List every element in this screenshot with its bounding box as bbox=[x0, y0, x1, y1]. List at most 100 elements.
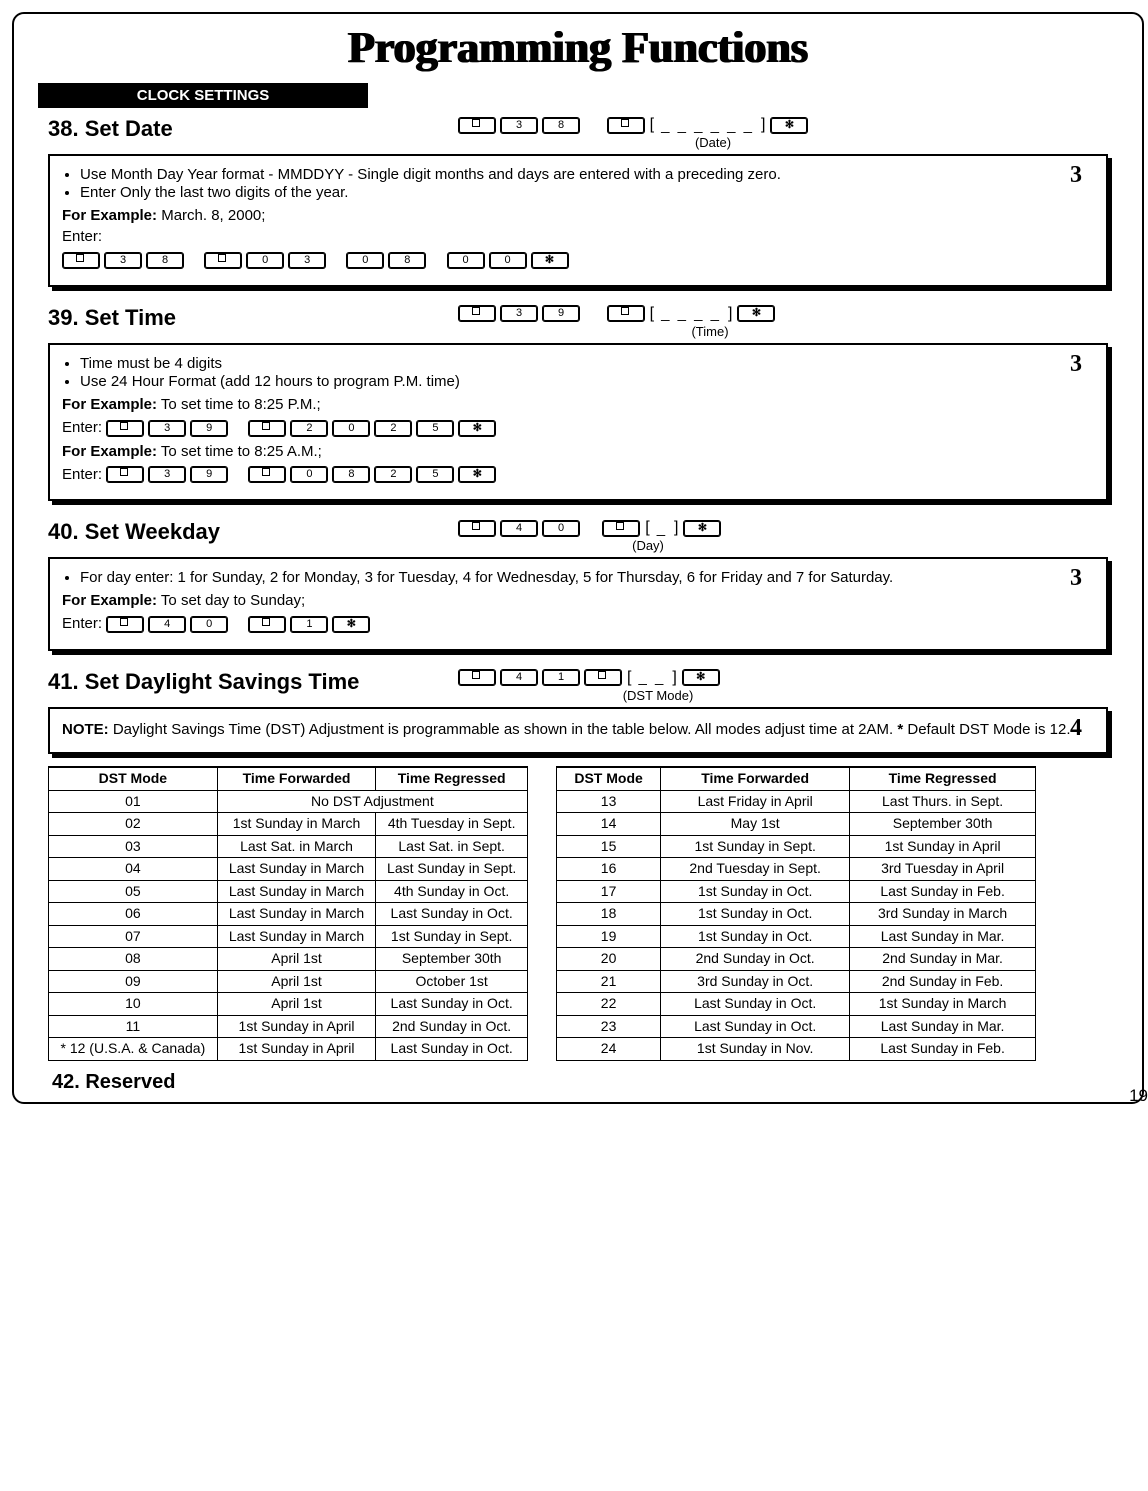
table-row: 06Last Sunday in MarchLast Sunday in Oct… bbox=[49, 903, 528, 926]
prog-key-icon bbox=[607, 305, 645, 322]
example-label: For Example: bbox=[62, 207, 157, 224]
bracket: [ bbox=[649, 305, 655, 323]
table-row: 04Last Sunday in MarchLast Sunday in Sep… bbox=[49, 858, 528, 881]
note-text: Daylight Savings Time (DST) Adjustment i… bbox=[109, 721, 898, 738]
dst-col-regress: Time Regressed bbox=[376, 767, 528, 790]
fn38-bullet: Use Month Day Year format - MMDDYY - Sin… bbox=[80, 166, 1094, 183]
dst-forward-cell: 1st Sunday in Oct. bbox=[661, 880, 850, 903]
fn41-title: 41. Set Daylight Savings Time bbox=[48, 669, 448, 695]
dst-regress-cell: Last Sunday in Sept. bbox=[376, 858, 528, 881]
dst-regress-cell: 1st Sunday in March bbox=[850, 993, 1036, 1016]
table-row: 07Last Sunday in March1st Sunday in Sept… bbox=[49, 925, 528, 948]
key-digit: 3 bbox=[500, 117, 538, 134]
fn38-box: 3 Use Month Day Year format - MMDDYY - S… bbox=[48, 154, 1108, 287]
table-row: 021st Sunday in March4th Tuesday in Sept… bbox=[49, 813, 528, 836]
dst-tables: DST Mode Time Forwarded Time Regressed 0… bbox=[48, 766, 1108, 1061]
dst-mode-cell: 24 bbox=[557, 1038, 661, 1061]
fn40-sublabel: (Day) bbox=[608, 538, 688, 553]
dst-forward-cell: Last Sunday in March bbox=[217, 858, 376, 881]
fn39-title: 39. Set Time bbox=[48, 305, 448, 331]
table-row: 171st Sunday in Oct.Last Sunday in Feb. bbox=[557, 880, 1036, 903]
prog-key-icon bbox=[458, 117, 496, 134]
table-row: 181st Sunday in Oct.3rd Sunday in March bbox=[557, 903, 1036, 926]
dst-regress-cell: September 30th bbox=[850, 813, 1036, 836]
dst-regress-cell: Last Sunday in Oct. bbox=[376, 903, 528, 926]
dst-regress-cell: 2nd Sunday in Mar. bbox=[850, 948, 1036, 971]
example-text: To set time to 8:25 A.M.; bbox=[157, 443, 322, 460]
dst-regress-cell: Last Sat. in Sept. bbox=[376, 835, 528, 858]
key-digit: 0 bbox=[447, 252, 485, 269]
blank-slots: _ _ bbox=[636, 669, 667, 686]
dst-mode-cell: 04 bbox=[49, 858, 218, 881]
table-row: 151st Sunday in Sept.1st Sunday in April bbox=[557, 835, 1036, 858]
bracket: ] bbox=[671, 669, 677, 687]
prog-key-icon bbox=[602, 520, 640, 537]
key-digit: 9 bbox=[190, 420, 228, 437]
fn38-title: 38. Set Date bbox=[48, 116, 448, 142]
prog-key-icon bbox=[458, 520, 496, 537]
dst-forward-cell: April 1st bbox=[217, 948, 376, 971]
table-row: 01No DST Adjustment bbox=[49, 790, 528, 813]
fn38-sublabel: (Date) bbox=[668, 135, 758, 150]
key-digit: 0 bbox=[290, 466, 328, 483]
prog-key-icon bbox=[106, 466, 144, 483]
table-row: 191st Sunday in Oct.Last Sunday in Mar. bbox=[557, 925, 1036, 948]
fn39-box: 3 Time must be 4 digits Use 24 Hour Form… bbox=[48, 343, 1108, 501]
dst-mode-cell: 10 bbox=[49, 993, 218, 1016]
example-text: To set day to Sunday; bbox=[157, 592, 305, 609]
dst-regress-cell: 2nd Sunday in Oct. bbox=[376, 1015, 528, 1038]
key-digit: 8 bbox=[146, 252, 184, 269]
key-digit: 4 bbox=[500, 669, 538, 686]
note-tail: Default DST Mode is 12. bbox=[903, 721, 1070, 738]
key-digit: 2 bbox=[374, 466, 412, 483]
example-label: For Example: bbox=[62, 592, 157, 609]
dst-table-right: DST Mode Time Forwarded Time Regressed 1… bbox=[556, 766, 1036, 1061]
blank-slots: _ bbox=[655, 520, 669, 537]
page-number: 19 bbox=[1129, 1086, 1148, 1106]
key-digit: 3 bbox=[104, 252, 142, 269]
dst-forward-cell: April 1st bbox=[217, 993, 376, 1016]
star-key-icon: ✻ bbox=[770, 117, 808, 134]
fn40-title: 40. Set Weekday bbox=[48, 519, 448, 545]
dst-regress-cell: Last Sunday in Oct. bbox=[376, 1038, 528, 1061]
dst-regress-cell: October 1st bbox=[376, 970, 528, 993]
enter-label: Enter: bbox=[62, 466, 102, 483]
fn38-level: 3 bbox=[1070, 162, 1082, 189]
dst-col-forward: Time Forwarded bbox=[217, 767, 376, 790]
dst-col-regress: Time Regressed bbox=[850, 767, 1036, 790]
dst-forward-cell: Last Sunday in Oct. bbox=[661, 993, 850, 1016]
star-key-icon: ✻ bbox=[737, 305, 775, 322]
key-digit: 9 bbox=[190, 466, 228, 483]
dst-mode-cell: 13 bbox=[557, 790, 661, 813]
star-key-icon: ✻ bbox=[682, 669, 720, 686]
prog-key-icon bbox=[584, 669, 622, 686]
table-row: 10April 1stLast Sunday in Oct. bbox=[49, 993, 528, 1016]
table-row: * 12 (U.S.A. & Canada)1st Sunday in Apri… bbox=[49, 1038, 528, 1061]
dst-mode-cell: * 12 (U.S.A. & Canada) bbox=[49, 1038, 218, 1061]
table-row: 03Last Sat. in MarchLast Sat. in Sept. bbox=[49, 835, 528, 858]
dst-mode-cell: 16 bbox=[557, 858, 661, 881]
star-key-icon: ✻ bbox=[332, 616, 370, 633]
dst-forward-cell: 1st Sunday in Oct. bbox=[661, 925, 850, 948]
dst-forward-cell: Last Sunday in March bbox=[217, 903, 376, 926]
dst-regress-cell: 3rd Tuesday in April bbox=[850, 858, 1036, 881]
prog-key-icon bbox=[458, 305, 496, 322]
key-digit: 5 bbox=[416, 466, 454, 483]
bracket: ] bbox=[673, 519, 679, 537]
prog-key-icon bbox=[248, 466, 286, 483]
dst-regress-cell: 1st Sunday in Sept. bbox=[376, 925, 528, 948]
bracket: [ bbox=[626, 669, 632, 687]
dst-mode-cell: 01 bbox=[49, 790, 218, 813]
key-digit: 9 bbox=[542, 305, 580, 322]
dst-forward-cell: 1st Sunday in March bbox=[217, 813, 376, 836]
dst-table-left: DST Mode Time Forwarded Time Regressed 0… bbox=[48, 766, 528, 1061]
table-row: 202nd Sunday in Oct.2nd Sunday in Mar. bbox=[557, 948, 1036, 971]
dst-forward-cell: May 1st bbox=[661, 813, 850, 836]
page-frame: Programming Functions CLOCK SETTINGS 38.… bbox=[12, 12, 1144, 1104]
table-row: 13Last Friday in AprilLast Thurs. in Sep… bbox=[557, 790, 1036, 813]
table-row: 09April 1stOctober 1st bbox=[49, 970, 528, 993]
fn40-box: 3 For day enter: 1 for Sunday, 2 for Mon… bbox=[48, 557, 1108, 651]
prog-key-icon bbox=[106, 616, 144, 633]
dst-regress-cell: September 30th bbox=[376, 948, 528, 971]
table-row: 111st Sunday in April2nd Sunday in Oct. bbox=[49, 1015, 528, 1038]
